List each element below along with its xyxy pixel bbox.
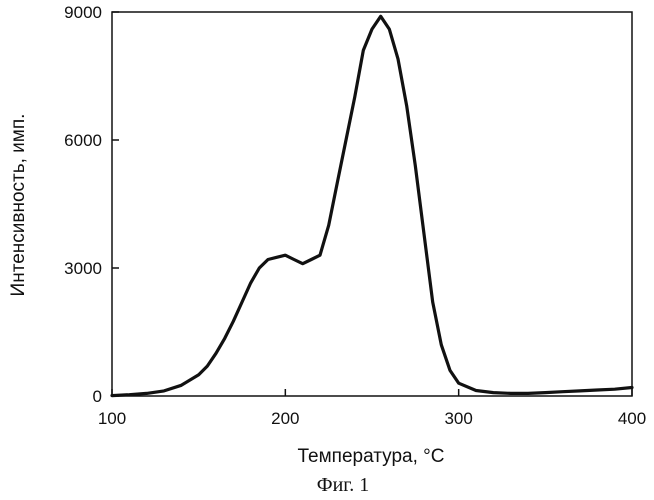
- plot-frame: [112, 12, 632, 396]
- x-tick-label: 100: [98, 409, 126, 428]
- y-tick-label: 0: [93, 387, 102, 406]
- x-tick-label: 300: [444, 409, 472, 428]
- y-tick-label: 3000: [64, 259, 102, 278]
- x-tick-label: 400: [618, 409, 646, 428]
- figure-caption: Фиг. 1: [317, 474, 369, 496]
- y-tick-label: 9000: [64, 3, 102, 22]
- y-axis-title: Интенсивность, имп.: [8, 114, 29, 297]
- x-tick-label: 200: [271, 409, 299, 428]
- series-line: [112, 16, 632, 395]
- y-tick-label: 6000: [64, 131, 102, 150]
- x-axis-title: Температура, °C: [298, 446, 445, 467]
